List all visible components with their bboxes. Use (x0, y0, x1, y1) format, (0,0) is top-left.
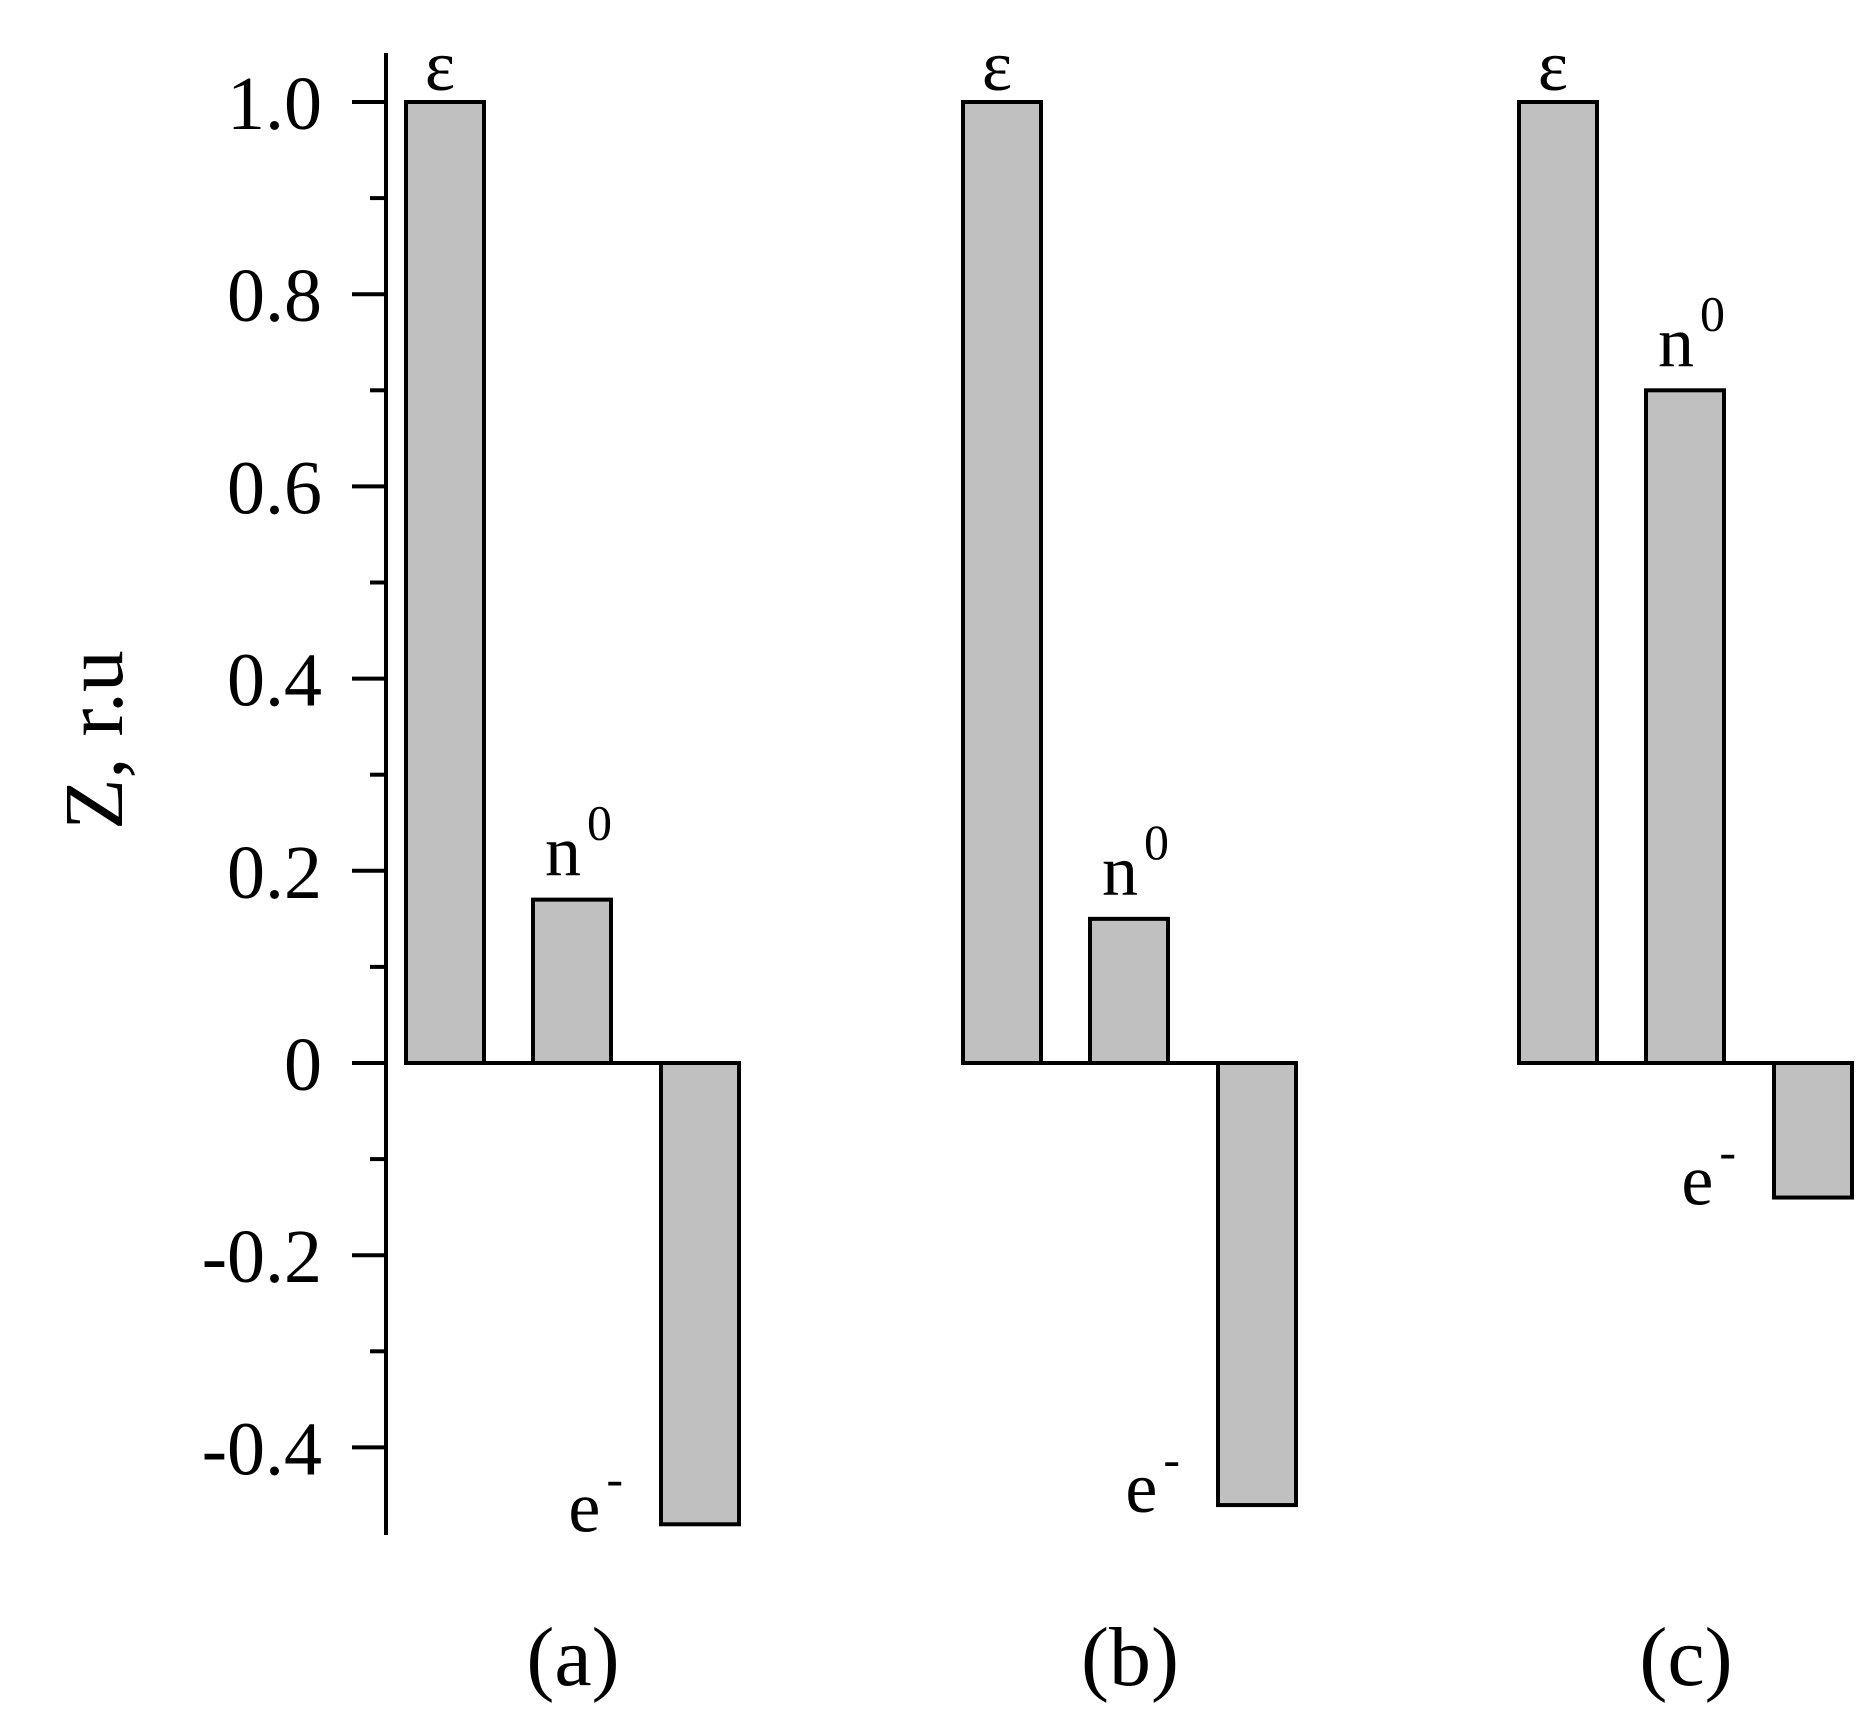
bar-label: ε (425, 26, 455, 106)
panel-label: (a) (526, 1611, 619, 1704)
y-tick-label: 0 (284, 1023, 322, 1107)
panel-label: (c) (1639, 1611, 1732, 1704)
y-tick-label: -0.4 (202, 1407, 322, 1491)
panel-a: ε n 0 e - (a) (404, 26, 741, 1704)
bar-label: e- (1681, 1124, 1736, 1221)
y-tick-label: 0.2 (227, 831, 322, 915)
bar-n0 (531, 897, 613, 1065)
y-tick-label: 0.4 (227, 639, 322, 723)
y-tick-label: 0.8 (227, 254, 322, 338)
bar-label: ε (1538, 26, 1568, 106)
panel-label: (b) (1081, 1611, 1179, 1704)
bar-n0 (1088, 916, 1170, 1065)
y-tick-label: 0.6 (227, 446, 322, 530)
y-axis-label: Z, r.u (48, 650, 141, 830)
panel-c: ε n 0 e - (c) (1517, 26, 1854, 1704)
panel-b: ε n 0 e - (b) (961, 26, 1298, 1704)
panels: ε n 0 e - (a) ε n 0 e - (b) ε n 0 e - (c) (404, 26, 1854, 1704)
bar-e-minus (1216, 1061, 1298, 1508)
bar-n0 (1644, 388, 1726, 1065)
y-axis: 1.0 0.8 0.6 0.4 0.2 0 -0.2 -0.4 (202, 53, 388, 1535)
bar-e-minus (659, 1061, 741, 1527)
y-tick-label: 1.0 (227, 62, 322, 146)
bar-epsilon (1517, 100, 1599, 1065)
bar-label: e- (1125, 1431, 1180, 1528)
bar-label: ε (982, 26, 1012, 106)
y-tick-label: -0.2 (202, 1215, 322, 1299)
bar-e-minus (1772, 1061, 1854, 1200)
bar-epsilon (404, 100, 486, 1065)
bar-label: e- (568, 1450, 623, 1547)
bar-epsilon (961, 100, 1043, 1065)
